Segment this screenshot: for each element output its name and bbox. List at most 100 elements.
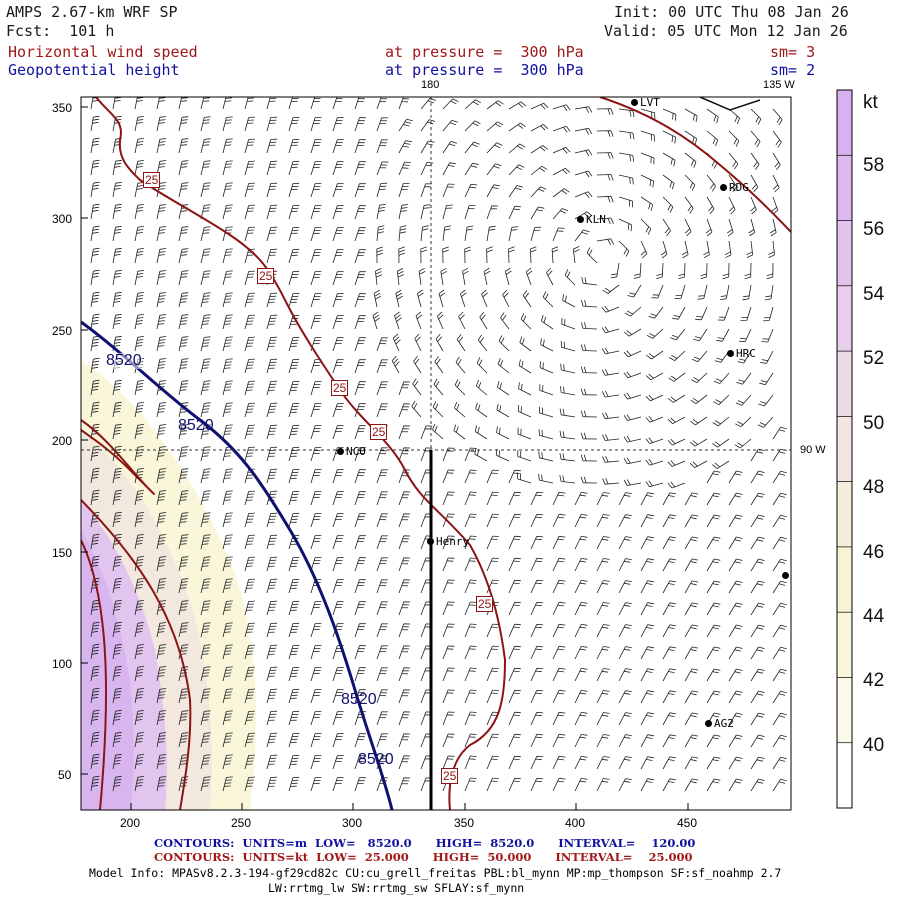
wind-barb	[310, 205, 322, 220]
wind-barb	[112, 225, 122, 242]
wind-barb	[552, 208, 569, 220]
wind-barb	[376, 403, 388, 418]
wind-barb	[376, 381, 388, 396]
wind-barb	[750, 196, 757, 215]
wind-barb	[662, 218, 671, 236]
wind-barb	[266, 292, 278, 308]
wind-barb	[398, 425, 411, 440]
wind-barb	[464, 601, 477, 616]
wind-barb	[244, 688, 255, 704]
wind-barb	[633, 262, 642, 279]
wind-barb	[728, 712, 743, 726]
wind-barb	[244, 226, 255, 242]
wind-barb	[508, 777, 521, 792]
wind-barb	[244, 204, 255, 220]
wind-barb	[518, 382, 532, 396]
wind-barb	[684, 514, 699, 528]
wind-barb	[396, 268, 404, 286]
wind-barb	[737, 350, 752, 364]
wind-barb	[90, 731, 100, 748]
wind-barb	[574, 580, 588, 594]
wind-barb	[662, 152, 676, 167]
wind-barb	[602, 412, 620, 420]
wind-barb	[437, 311, 444, 330]
wind-barb	[580, 432, 598, 440]
wind-barb	[476, 357, 488, 374]
wind-barb	[684, 668, 699, 682]
wind-barb	[222, 97, 232, 110]
colorbar-label-46: 46	[863, 542, 885, 563]
wind-barb	[354, 205, 366, 220]
wind-barb	[178, 380, 189, 396]
wind-barb	[706, 108, 719, 124]
wind-barb	[222, 578, 233, 594]
wind-barb	[288, 644, 300, 660]
wind-barb	[744, 262, 752, 280]
wind-barb	[440, 267, 448, 286]
y-tick-50: 50	[58, 768, 72, 782]
wind-barb	[112, 181, 122, 198]
wind-barb	[373, 289, 382, 308]
wind-barb	[442, 246, 449, 264]
station-henry-label: Henry	[436, 535, 470, 548]
wind-barb	[310, 447, 322, 462]
meridian-135w-label: 135 W	[763, 79, 795, 91]
y-tick-150: 150	[52, 546, 73, 560]
wind-barb	[757, 416, 774, 428]
wind-barb	[618, 580, 632, 594]
wind-barb	[662, 196, 674, 213]
wind-barb	[442, 733, 455, 748]
wind-barb	[200, 688, 211, 704]
wind-barb	[434, 356, 444, 374]
wind-barb	[354, 97, 365, 110]
wind-barb	[442, 225, 451, 242]
wind-barb	[112, 577, 122, 594]
wind-barb	[310, 557, 322, 572]
wind-barb	[740, 306, 752, 321]
wind-barb	[266, 226, 278, 242]
wind-barb	[222, 160, 233, 176]
wind-barb	[332, 205, 344, 220]
wind-barb	[266, 358, 278, 374]
wind-barb	[90, 137, 100, 154]
wind-barb	[398, 711, 411, 726]
wind-barb	[134, 226, 144, 242]
wind-barb	[640, 130, 655, 142]
wind-barb	[266, 578, 278, 594]
wind-barb	[662, 734, 677, 748]
wind-barb	[671, 306, 686, 320]
wind-barb	[728, 756, 743, 770]
wind-barb	[90, 709, 100, 726]
wind-barb	[561, 317, 576, 330]
wind-barb	[266, 776, 278, 792]
wind-barb	[266, 97, 277, 110]
wind-barb	[332, 557, 344, 572]
wind-barb	[288, 204, 300, 220]
wind-barb	[772, 492, 787, 506]
meridian-90w-label: 90 W	[800, 444, 826, 456]
wind-barb	[354, 557, 366, 572]
wind-barb	[640, 624, 654, 638]
wind-barb	[244, 248, 255, 264]
wind-barb	[750, 646, 765, 660]
wind-barb	[156, 446, 167, 462]
wind-barb	[376, 491, 388, 506]
wind-barb	[464, 141, 480, 154]
wind-barb	[508, 755, 521, 770]
wind-barb	[90, 247, 100, 264]
wind-barb	[464, 491, 477, 506]
wind-barb	[332, 711, 344, 726]
wind-barb	[640, 174, 654, 188]
wind-barb	[244, 97, 255, 110]
wind-barb	[706, 778, 721, 792]
wind-barb	[618, 196, 633, 208]
wind-barb	[736, 372, 752, 385]
wind-barb	[200, 644, 211, 660]
wind-barb	[420, 204, 431, 220]
wind-barb	[332, 161, 344, 176]
colorbar-unit: kt	[863, 92, 878, 113]
wind-barb	[539, 406, 554, 418]
wind-barb	[667, 416, 686, 425]
wind-barb	[574, 558, 588, 572]
